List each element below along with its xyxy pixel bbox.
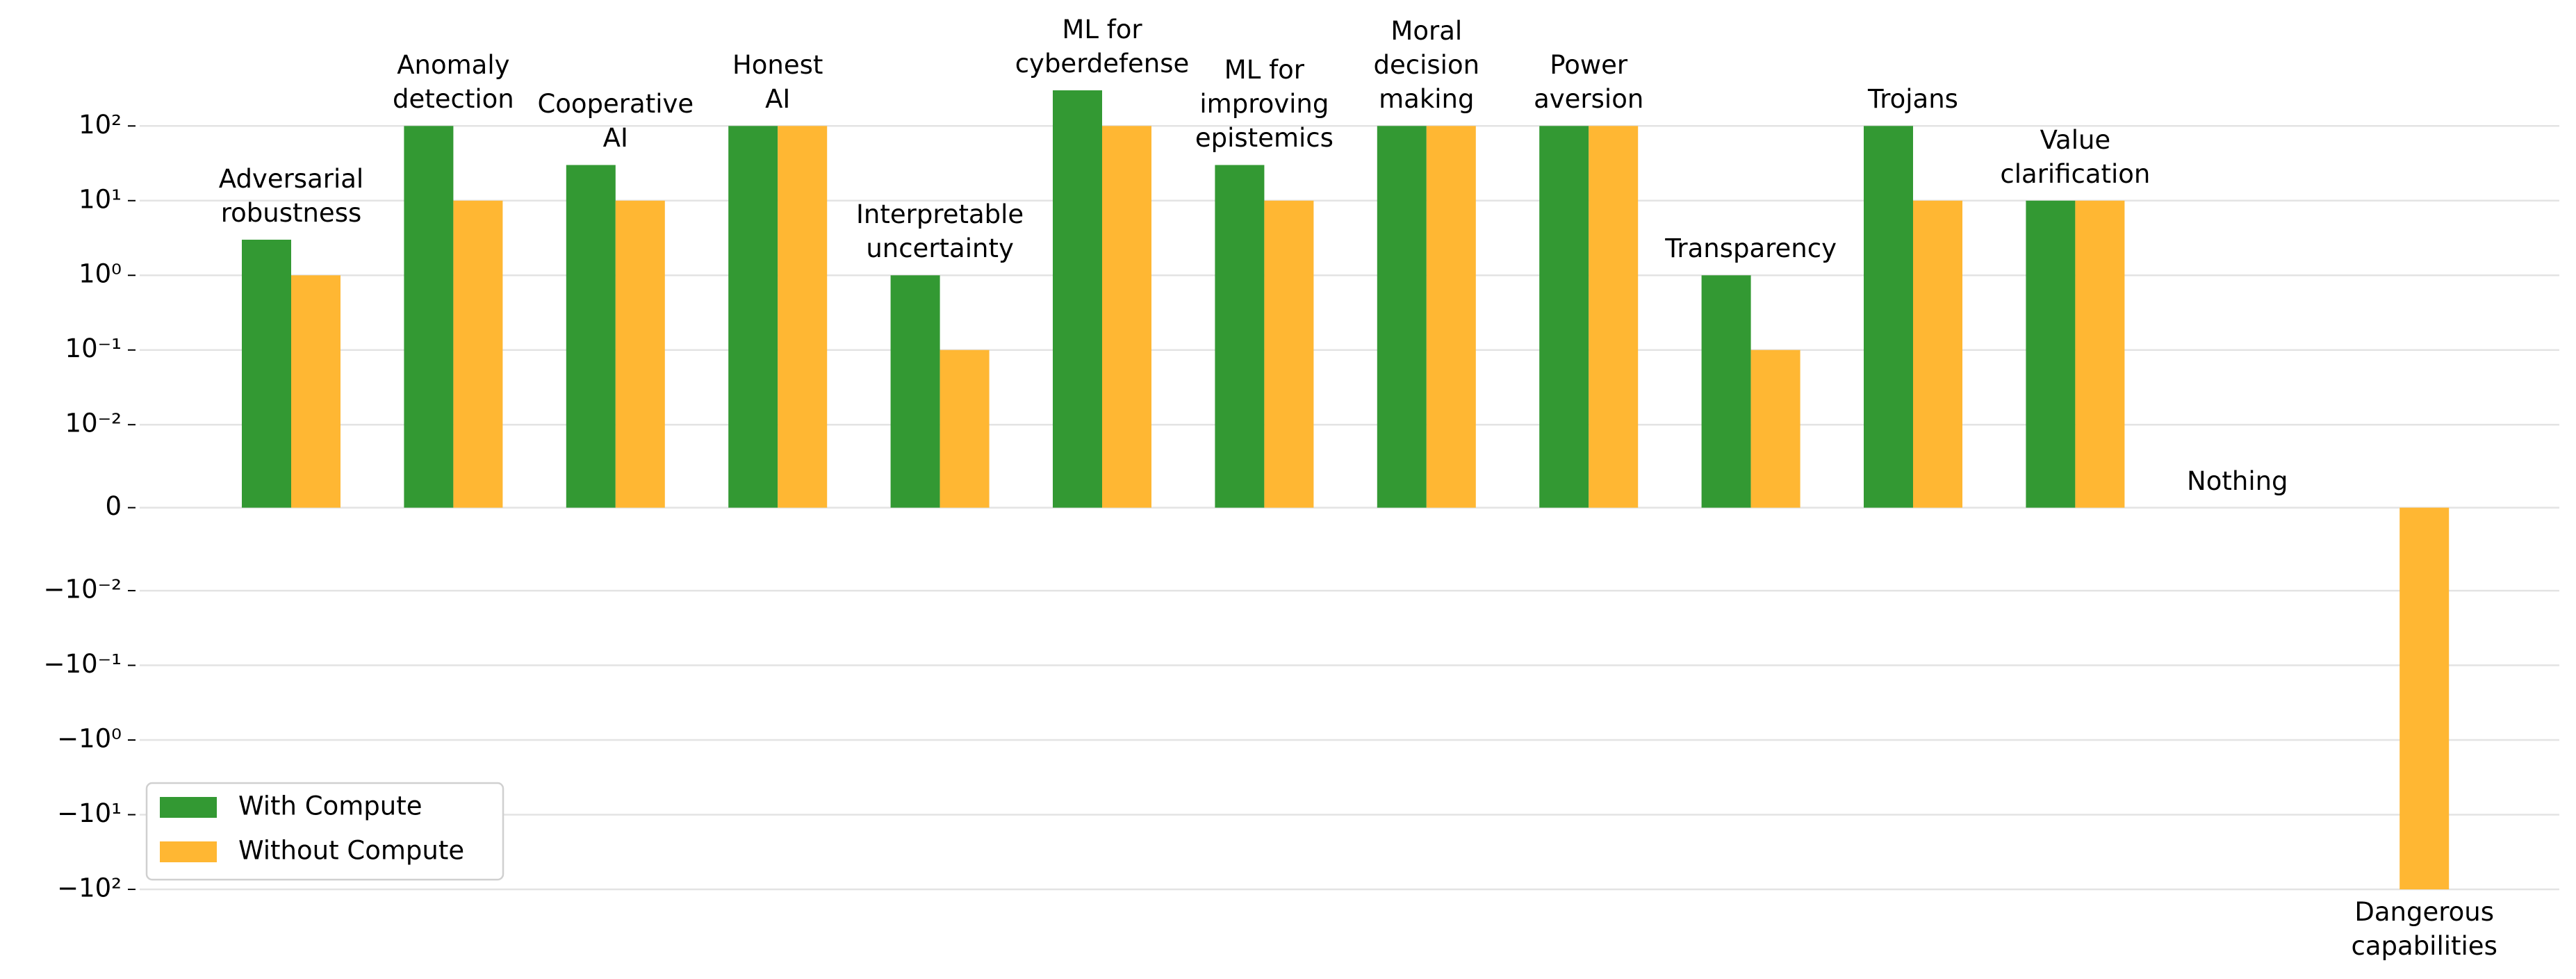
bar (404, 126, 454, 508)
bar (1377, 126, 1427, 508)
bar (2399, 507, 2450, 889)
bar (890, 275, 940, 508)
y-tick-label: −10¹ (57, 798, 122, 828)
legend-box (145, 782, 504, 881)
bar (1913, 200, 1962, 508)
bar (1102, 126, 1151, 508)
y-tick-label: −10² (57, 873, 122, 903)
category-label: ML for cyberdefense (1015, 15, 1190, 79)
bar (2075, 200, 2125, 508)
y-tick-label: 10⁻² (65, 409, 122, 438)
category-label: Adversarial robustness (218, 163, 364, 228)
category-label: Anomaly detection (393, 50, 514, 115)
category-label: Nothing (2187, 466, 2288, 496)
bar (1589, 126, 1639, 508)
bar (1864, 126, 1913, 508)
category-label: Transparency (1665, 233, 1837, 264)
bar (291, 275, 341, 508)
y-tick-label: 10⁻¹ (65, 334, 122, 363)
category-label: Dangerous capabilities (2351, 897, 2497, 961)
legend-label: Without Compute (238, 836, 464, 866)
bar (778, 126, 828, 508)
y-tick-label: −10⁻² (44, 575, 122, 604)
category-label: Honest AI (732, 50, 823, 115)
y-tick-label: −10⁰ (57, 724, 122, 754)
bar (728, 126, 778, 508)
category-label: Value clarification (2000, 124, 2151, 189)
category-label: Power aversion (1534, 50, 1644, 115)
bar (242, 239, 291, 508)
bar (1215, 165, 1265, 508)
bar (1426, 126, 1476, 508)
bar (615, 200, 665, 508)
bar (1264, 200, 1314, 508)
y-tick-label: 0 (105, 491, 122, 521)
bar (1701, 275, 1751, 508)
category-label: ML for improving epistemics (1195, 55, 1334, 154)
y-tick-label: 10² (79, 110, 122, 140)
bar (453, 200, 503, 508)
legend-swatch (160, 797, 217, 818)
y-tick-label: 10⁰ (79, 259, 122, 289)
bar (2026, 200, 2076, 508)
category-label: Cooperative AI (537, 89, 694, 154)
category-label: Interpretable uncertainty (855, 199, 1024, 264)
category-label: Trojans (1868, 84, 1958, 115)
bar (940, 349, 990, 508)
category-label: Moral decision making (1373, 16, 1480, 115)
bar (566, 165, 616, 508)
bar (1539, 126, 1589, 508)
legend-swatch (160, 841, 217, 862)
bar (1750, 349, 1800, 508)
bar (1053, 90, 1102, 508)
y-tick-label: −10⁻¹ (44, 649, 122, 679)
legend-label: With Compute (238, 791, 423, 821)
y-tick-label: 10¹ (79, 184, 122, 214)
